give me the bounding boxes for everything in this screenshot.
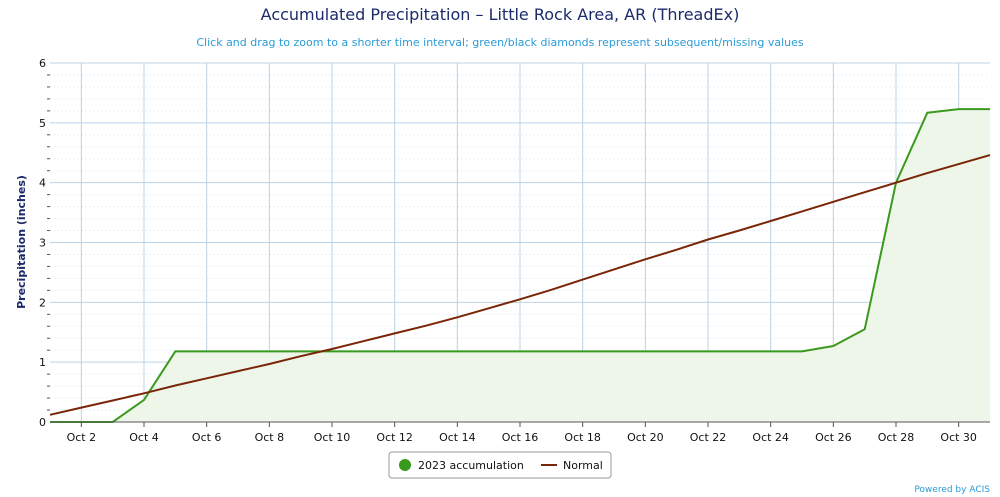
credit-text[interactable]: Powered by ACIS: [914, 485, 990, 495]
y-tick-label: 6: [39, 57, 46, 70]
series-area-fill-0: [50, 109, 990, 422]
series-line-0: [50, 108, 990, 423]
x-tick-label: Oct 18: [564, 431, 601, 444]
legend-label-normal: Normal: [563, 459, 603, 472]
chart-title: Accumulated Precipitation – Little Rock …: [261, 5, 740, 24]
y-tick-label: 0: [39, 416, 46, 429]
x-tick-label: Oct 30: [940, 431, 977, 444]
x-tick-label: Oct 12: [376, 431, 413, 444]
axis-layer: 0 1 2 3 4 5 6 Oct 2 Oct 4 Oct 6 Oct 8 Oct 10 Oct 12 O…: [39, 57, 990, 444]
legend-label-2023: 2023 accumulation: [418, 459, 524, 472]
x-tick-label: Oct 16: [502, 431, 539, 444]
x-tick-label: Oct 10: [314, 431, 351, 444]
legend-item-normal[interactable]: Normal: [541, 459, 603, 472]
x-tick-label: Oct 28: [878, 431, 915, 444]
y-tick-label: 4: [39, 177, 46, 190]
x-tick-label: Oct 2: [67, 431, 97, 444]
legend-marker-2023: [399, 459, 411, 471]
x-tick-label: Oct 6: [192, 431, 222, 444]
x-tick-label: Oct 20: [627, 431, 664, 444]
y-tick-label: 3: [39, 237, 46, 250]
y-axis-label: Precipitation (inches): [15, 175, 28, 309]
legend[interactable]: 2023 accumulation Normal: [388, 451, 612, 479]
x-tick-label: Oct 8: [255, 431, 285, 444]
x-tick-label: Oct 14: [439, 431, 476, 444]
chart-subtitle: Click and drag to zoom to a shorter time…: [196, 36, 804, 49]
series-line-1: [49, 154, 991, 416]
y-tick-label: 2: [39, 296, 46, 309]
x-tick-label: Oct 22: [690, 431, 727, 444]
series-layer: [49, 108, 991, 423]
y-tick-label: 5: [39, 117, 46, 130]
y-tick-label: 1: [39, 356, 46, 369]
x-tick-label: Oct 24: [752, 431, 789, 444]
legend-box: [388, 451, 612, 479]
x-tick-label: Oct 4: [129, 431, 159, 444]
x-tick-label: Oct 26: [815, 431, 852, 444]
legend-item-2023-accumulation[interactable]: 2023 accumulation: [399, 459, 524, 472]
